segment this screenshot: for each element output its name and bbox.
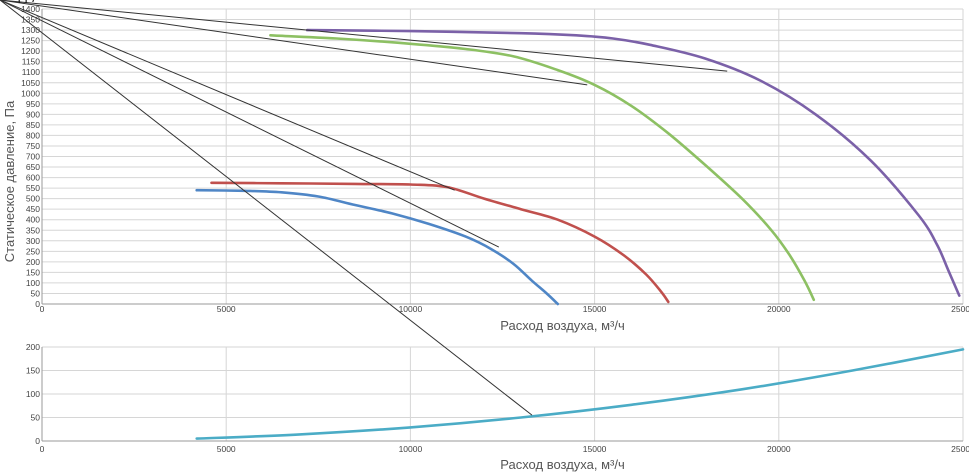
y-tick-label: 200 [26,342,40,352]
x-tick-label: 5000 [217,444,236,454]
series-line-1-4 [195,188,560,306]
y-tick-label: 350 [26,225,40,235]
y-tick-label: 450 [26,204,40,214]
y-tick-label: 400 [26,215,40,225]
y-tick-label: 550 [26,183,40,193]
y-tick-label: 200 [26,257,40,267]
x-tick-label: 20000 [767,304,791,314]
y-tick-label: 800 [26,130,40,140]
x-axis-title: Расход воздуха, м³/ч [500,318,625,333]
series-line-1-3 [210,181,670,304]
y-tick-label: 1150 [22,57,41,67]
y-tick-label: 150 [26,267,40,277]
callout-label: Динамическое давление [0,0,83,4]
y-tick-label: 0 [35,299,40,309]
callout-label: KLR-DU-71A-7,5x15 [0,0,66,4]
callout-leader-line [0,0,533,416]
y-tick-label: 250 [26,246,40,256]
callout-leader-line [0,0,455,191]
y-tick-label: 500 [26,194,40,204]
y-tick-label: 1400 [21,4,40,14]
y-tick-label: 50 [31,413,41,423]
callout-label: KLR-DU-71B-11x15 [0,0,64,4]
y-tick-label: 700 [26,152,40,162]
y-tick-label: 850 [26,120,40,130]
y-tick-label: 1250 [21,36,40,46]
y-tick-label: 600 [26,173,40,183]
series-line-1-2 [269,34,816,302]
y-tick-label: 0 [35,436,40,446]
callout-leader-line [0,0,728,72]
x-axis-title: Расход воздуха, м³/ч [500,457,625,472]
y-tick-label: 1050 [21,78,40,88]
y-tick-label: 750 [26,141,40,151]
y-tick-label: 100 [26,278,40,288]
y-tick-label: 1100 [22,67,41,77]
y-tick-label: 100 [26,389,40,399]
x-tick-label: 5000 [217,304,236,314]
y-tick-label: 1200 [21,46,40,56]
callout-leader-line [0,0,500,248]
x-tick-label: 15000 [583,304,607,314]
y-tick-label: 150 [26,366,40,376]
x-tick-label: 20000 [767,444,791,454]
x-tick-label: 25000 [951,304,969,314]
x-tick-label: 10000 [399,444,423,454]
series-line-2-1 [195,348,965,440]
y-tick-label: 1300 [21,25,40,35]
y-tick-label: 950 [26,99,40,109]
x-tick-label: 15000 [583,444,607,454]
callout-label: KLR-DU-71B-2,2x10 [0,0,66,4]
y-tick-label: 50 [31,288,41,298]
x-tick-label: 0 [40,304,45,314]
y-tick-label: 1000 [21,88,40,98]
callout-leader-line [0,0,588,86]
y-tick-label: 300 [26,236,40,246]
y-tick-label: 650 [26,162,40,172]
x-tick-label: 0 [40,444,45,454]
series-line-1-1 [305,28,961,297]
callout-label: KLR-DU-71A-2,2x10 [0,0,66,4]
x-tick-label: 25000 [951,444,969,454]
x-tick-label: 10000 [399,304,423,314]
y-tick-label: 900 [26,109,40,119]
y-axis-title: Статическое давление, Па [2,100,17,262]
y-tick-label: 1350 [21,15,40,25]
